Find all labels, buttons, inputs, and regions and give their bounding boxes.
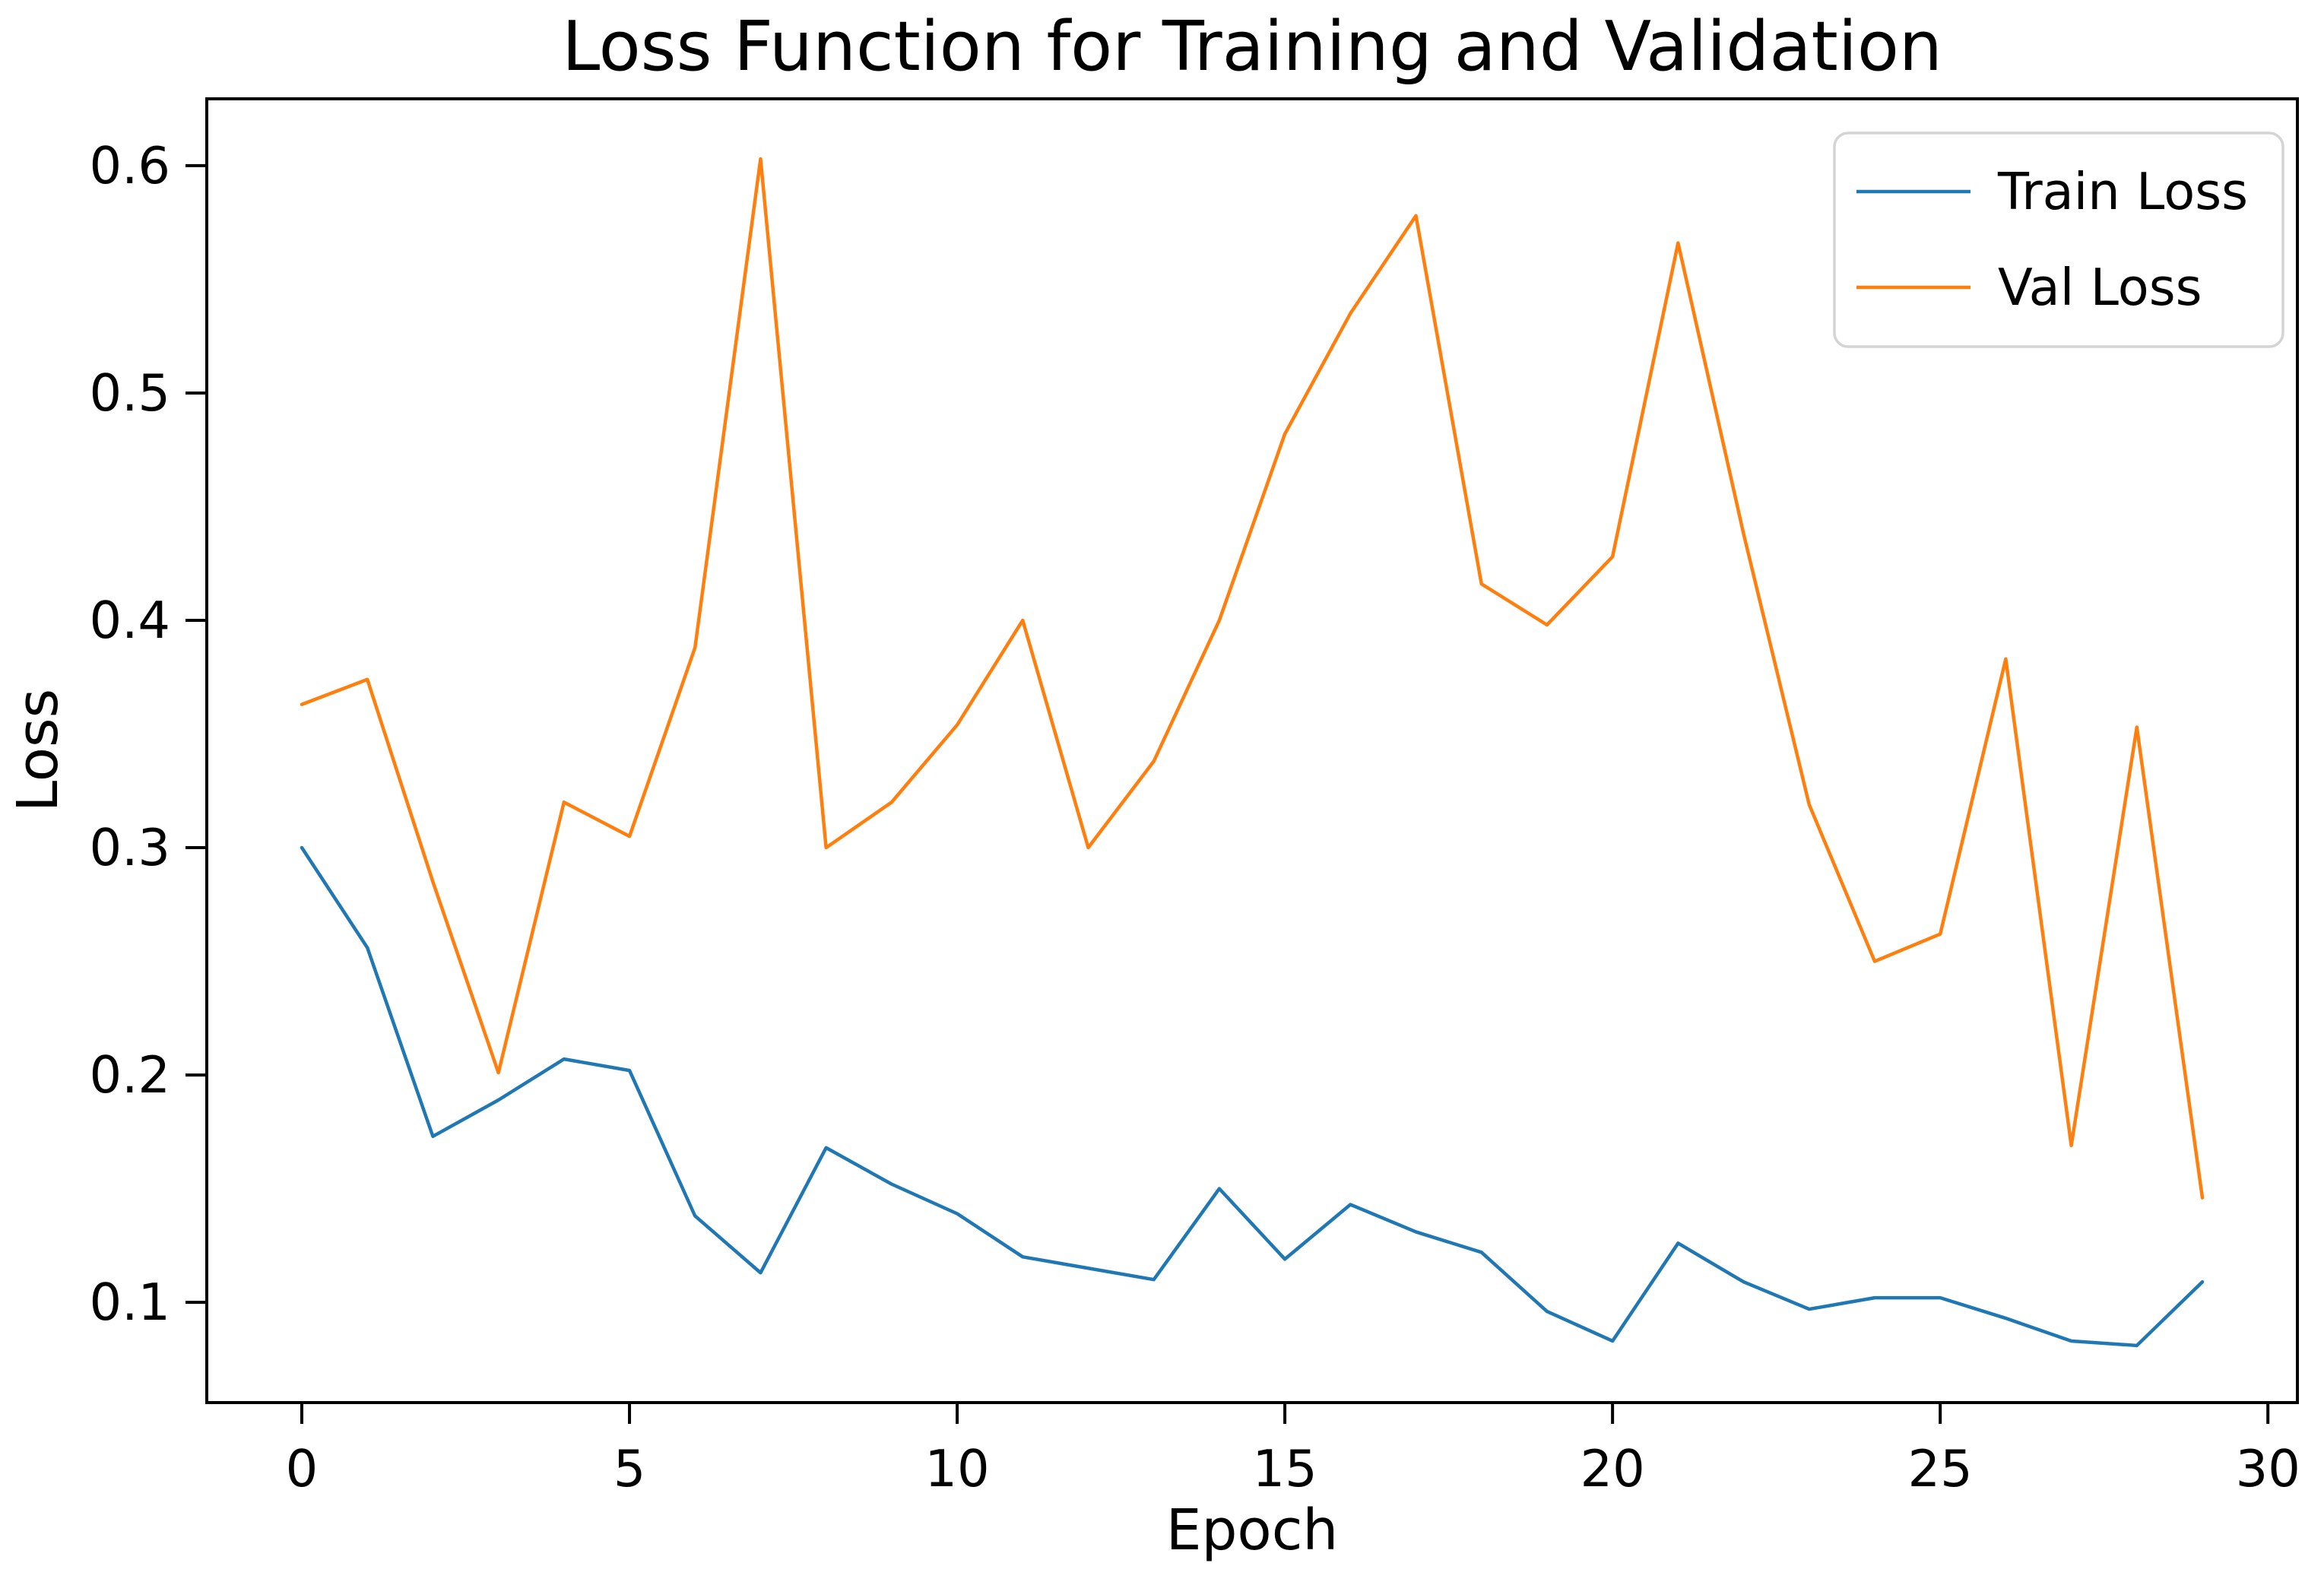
series-line-train-loss — [300, 845, 2205, 1348]
chart-title: Loss Function for Training and Validatio… — [562, 7, 1942, 87]
series-line-val-loss — [300, 157, 2205, 1200]
y-tick-label: 0.2 — [89, 1045, 170, 1105]
y-tick-label: 0.4 — [89, 591, 170, 650]
y-tick-label: 0.1 — [89, 1273, 170, 1332]
x-axis-ticks: 0 5 10 15 20 25 30 — [286, 1403, 2300, 1498]
x-tick-label: 20 — [1581, 1439, 1645, 1498]
legend-train-loss-label: Train Loss — [1997, 162, 2248, 221]
x-tick-label: 0 — [286, 1439, 319, 1498]
legend-val-loss-label: Val Loss — [1998, 258, 2202, 317]
x-tick-label: 10 — [924, 1439, 989, 1498]
x-tick-label: 25 — [1908, 1439, 1973, 1498]
y-axis-label: Loss — [5, 689, 71, 812]
y-axis-ticks: 0.1 0.2 0.3 0.4 0.5 0.6 — [89, 136, 207, 1332]
x-tick-label: 30 — [2236, 1439, 2300, 1498]
y-tick-label: 0.6 — [89, 136, 170, 195]
plot-area-frame — [205, 97, 2299, 1404]
y-tick-label: 0.5 — [89, 363, 170, 423]
series-lines — [300, 157, 2205, 1348]
legend: Train Loss Val Loss — [1833, 132, 2284, 348]
y-tick-label: 0.3 — [89, 818, 170, 877]
x-axis-label: Epoch — [1166, 1498, 1339, 1563]
x-tick-label: 5 — [613, 1439, 646, 1498]
x-tick-label: 15 — [1252, 1439, 1317, 1498]
legend-box — [1833, 132, 2284, 348]
